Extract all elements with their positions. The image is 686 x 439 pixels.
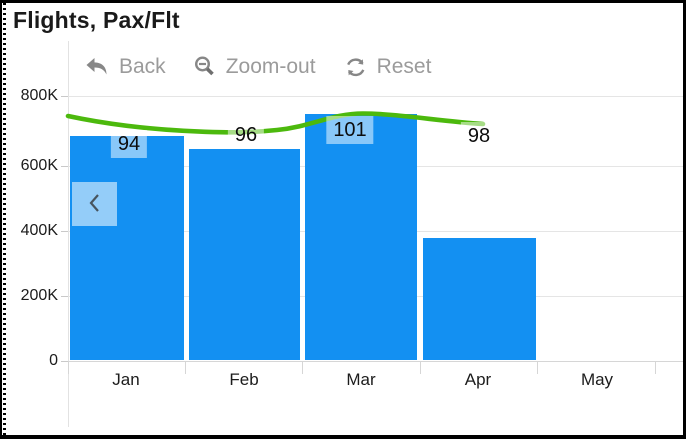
magnifier-minus-icon — [193, 55, 217, 79]
back-button-label: Back — [119, 55, 166, 78]
y-tick — [61, 231, 68, 232]
y-axis-label: 400K — [20, 222, 58, 239]
x-axis-label-may: May — [580, 370, 614, 389]
x-axis-label-apr: Apr — [464, 370, 492, 389]
chevron-left-icon — [84, 190, 106, 219]
point-label-apr: 98 — [460, 122, 498, 150]
zoom-out-button[interactable]: Zoom-out — [193, 55, 316, 79]
back-arrow-icon — [84, 55, 110, 79]
refresh-icon — [343, 55, 368, 80]
x-tick — [420, 361, 421, 374]
y-tick — [61, 361, 68, 362]
bar-mar[interactable] — [305, 114, 417, 360]
y-tick — [61, 96, 68, 97]
y-axis-line — [68, 41, 69, 427]
scroll-left-button[interactable] — [72, 182, 117, 226]
back-button[interactable]: Back — [84, 55, 166, 79]
x-axis-label-mar: Mar — [346, 370, 376, 389]
x-tick — [185, 361, 186, 374]
page-title: Flights, Pax/Flt — [13, 7, 180, 33]
bar-jan[interactable] — [70, 135, 184, 360]
bar-apr[interactable] — [423, 238, 536, 360]
x-tick — [655, 361, 656, 374]
y-axis-label: 200K — [20, 287, 58, 304]
selection-border-left — [0, 3, 2, 435]
x-axis-label-feb: Feb — [229, 370, 259, 389]
y-axis-label: 600K — [20, 157, 58, 174]
reset-button[interactable]: Reset — [343, 55, 432, 80]
bar-feb[interactable] — [189, 149, 300, 360]
point-label-mar: 101 — [326, 116, 374, 144]
y-axis-label: 800K — [20, 87, 58, 104]
point-label-feb: 96 — [227, 121, 265, 149]
x-tick — [302, 361, 303, 374]
y-tick — [61, 296, 68, 297]
chart-toolbar: Back Zoom-out Reset — [84, 49, 431, 85]
x-tick — [68, 361, 69, 374]
x-axis-label-jan: Jan — [112, 370, 140, 389]
y-axis-label: 0 — [49, 352, 58, 369]
zoom-out-button-label: Zoom-out — [225, 55, 316, 78]
y-tick — [61, 166, 68, 167]
selection-ants-left — [3, 3, 6, 435]
x-tick — [537, 361, 538, 374]
x-axis-line — [68, 361, 683, 362]
point-label-jan: 94 — [110, 130, 148, 158]
gridline-800k — [68, 96, 683, 97]
reset-button-label: Reset — [376, 55, 432, 78]
